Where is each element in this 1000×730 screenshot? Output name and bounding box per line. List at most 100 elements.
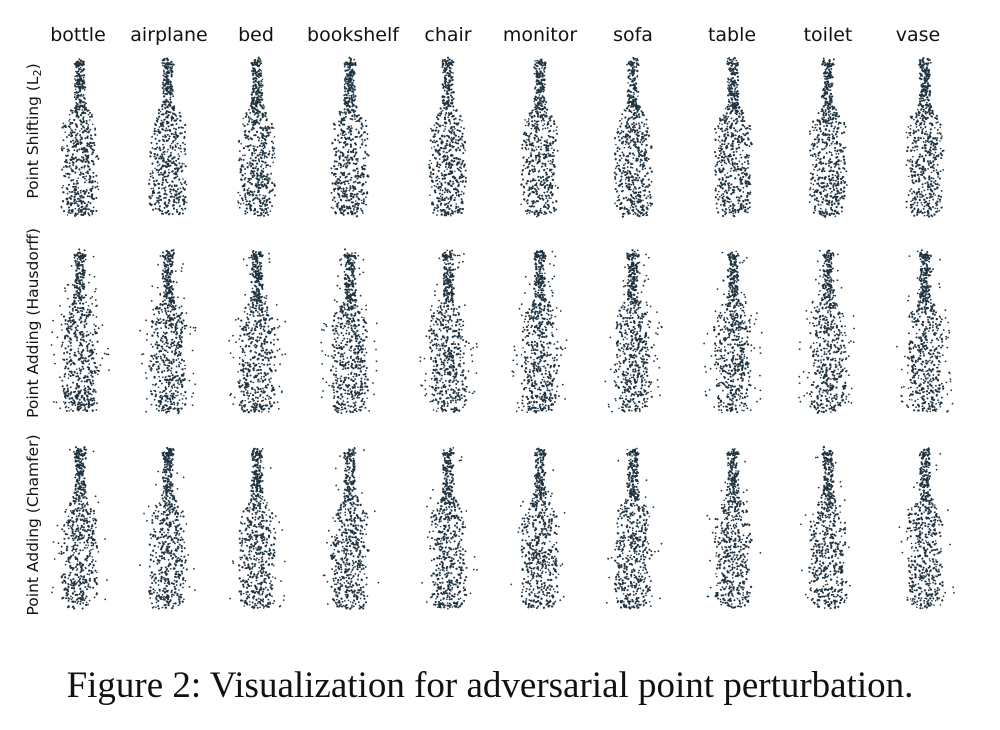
point [524,146,527,149]
point [434,157,437,160]
point [263,184,266,187]
point [439,107,442,110]
point [151,171,154,174]
point [68,209,71,212]
point [83,165,86,168]
point [171,170,174,173]
point [174,131,177,134]
point [726,105,729,108]
point [79,62,82,64]
point [354,135,357,139]
point [546,142,549,144]
point [160,125,162,128]
point [260,142,263,145]
point [541,62,544,65]
point [79,86,82,89]
point [430,147,433,149]
point [176,117,179,120]
point [362,202,365,205]
point [253,167,256,169]
point [627,82,629,84]
point [172,207,176,210]
point [627,105,630,108]
point [546,200,549,203]
point [614,153,617,156]
point [91,138,94,141]
point [729,163,731,165]
point [443,130,445,132]
point [550,186,554,189]
point [536,104,539,107]
point [738,115,741,119]
point [273,184,276,187]
point [259,207,262,210]
point [448,163,451,167]
point [521,143,524,146]
point [723,210,726,213]
point [521,147,524,150]
point [614,188,617,191]
point [242,117,244,120]
point [527,195,530,197]
point [541,74,544,77]
point [744,206,747,209]
point [632,152,634,155]
point [173,105,176,107]
point [259,72,263,75]
point [552,163,556,167]
point [240,142,242,145]
point [430,173,432,176]
point [77,205,80,207]
point [533,72,536,75]
point [346,73,348,75]
point [349,143,352,146]
point [349,62,351,65]
point [164,161,167,164]
point [635,208,638,211]
point [362,141,364,143]
point [522,193,525,196]
point [536,186,539,189]
point [347,149,350,151]
point [166,181,169,184]
point [254,123,257,126]
point [361,168,364,171]
point [631,130,634,133]
point [549,119,552,122]
point [729,170,732,172]
point [265,175,268,178]
point [248,108,250,111]
point [628,161,630,164]
point [540,184,543,187]
point [252,145,255,147]
point [535,91,538,94]
point [82,130,85,133]
point [258,101,261,104]
point [167,75,169,77]
point [545,148,548,151]
point [181,132,183,134]
point [346,80,348,83]
point [525,148,528,151]
point [80,213,83,216]
point [164,106,166,109]
point [71,212,73,214]
point [445,62,447,65]
point [359,146,362,149]
point [90,209,93,213]
point [535,182,538,185]
point [647,134,651,137]
point [263,146,266,149]
point [270,122,273,125]
point [615,173,618,176]
point [75,134,78,137]
point [330,167,333,170]
point [527,189,530,192]
point [443,70,447,73]
point [643,139,646,142]
point [437,131,440,134]
point [449,170,452,173]
point [636,131,640,134]
point [735,162,739,166]
point [77,83,80,86]
